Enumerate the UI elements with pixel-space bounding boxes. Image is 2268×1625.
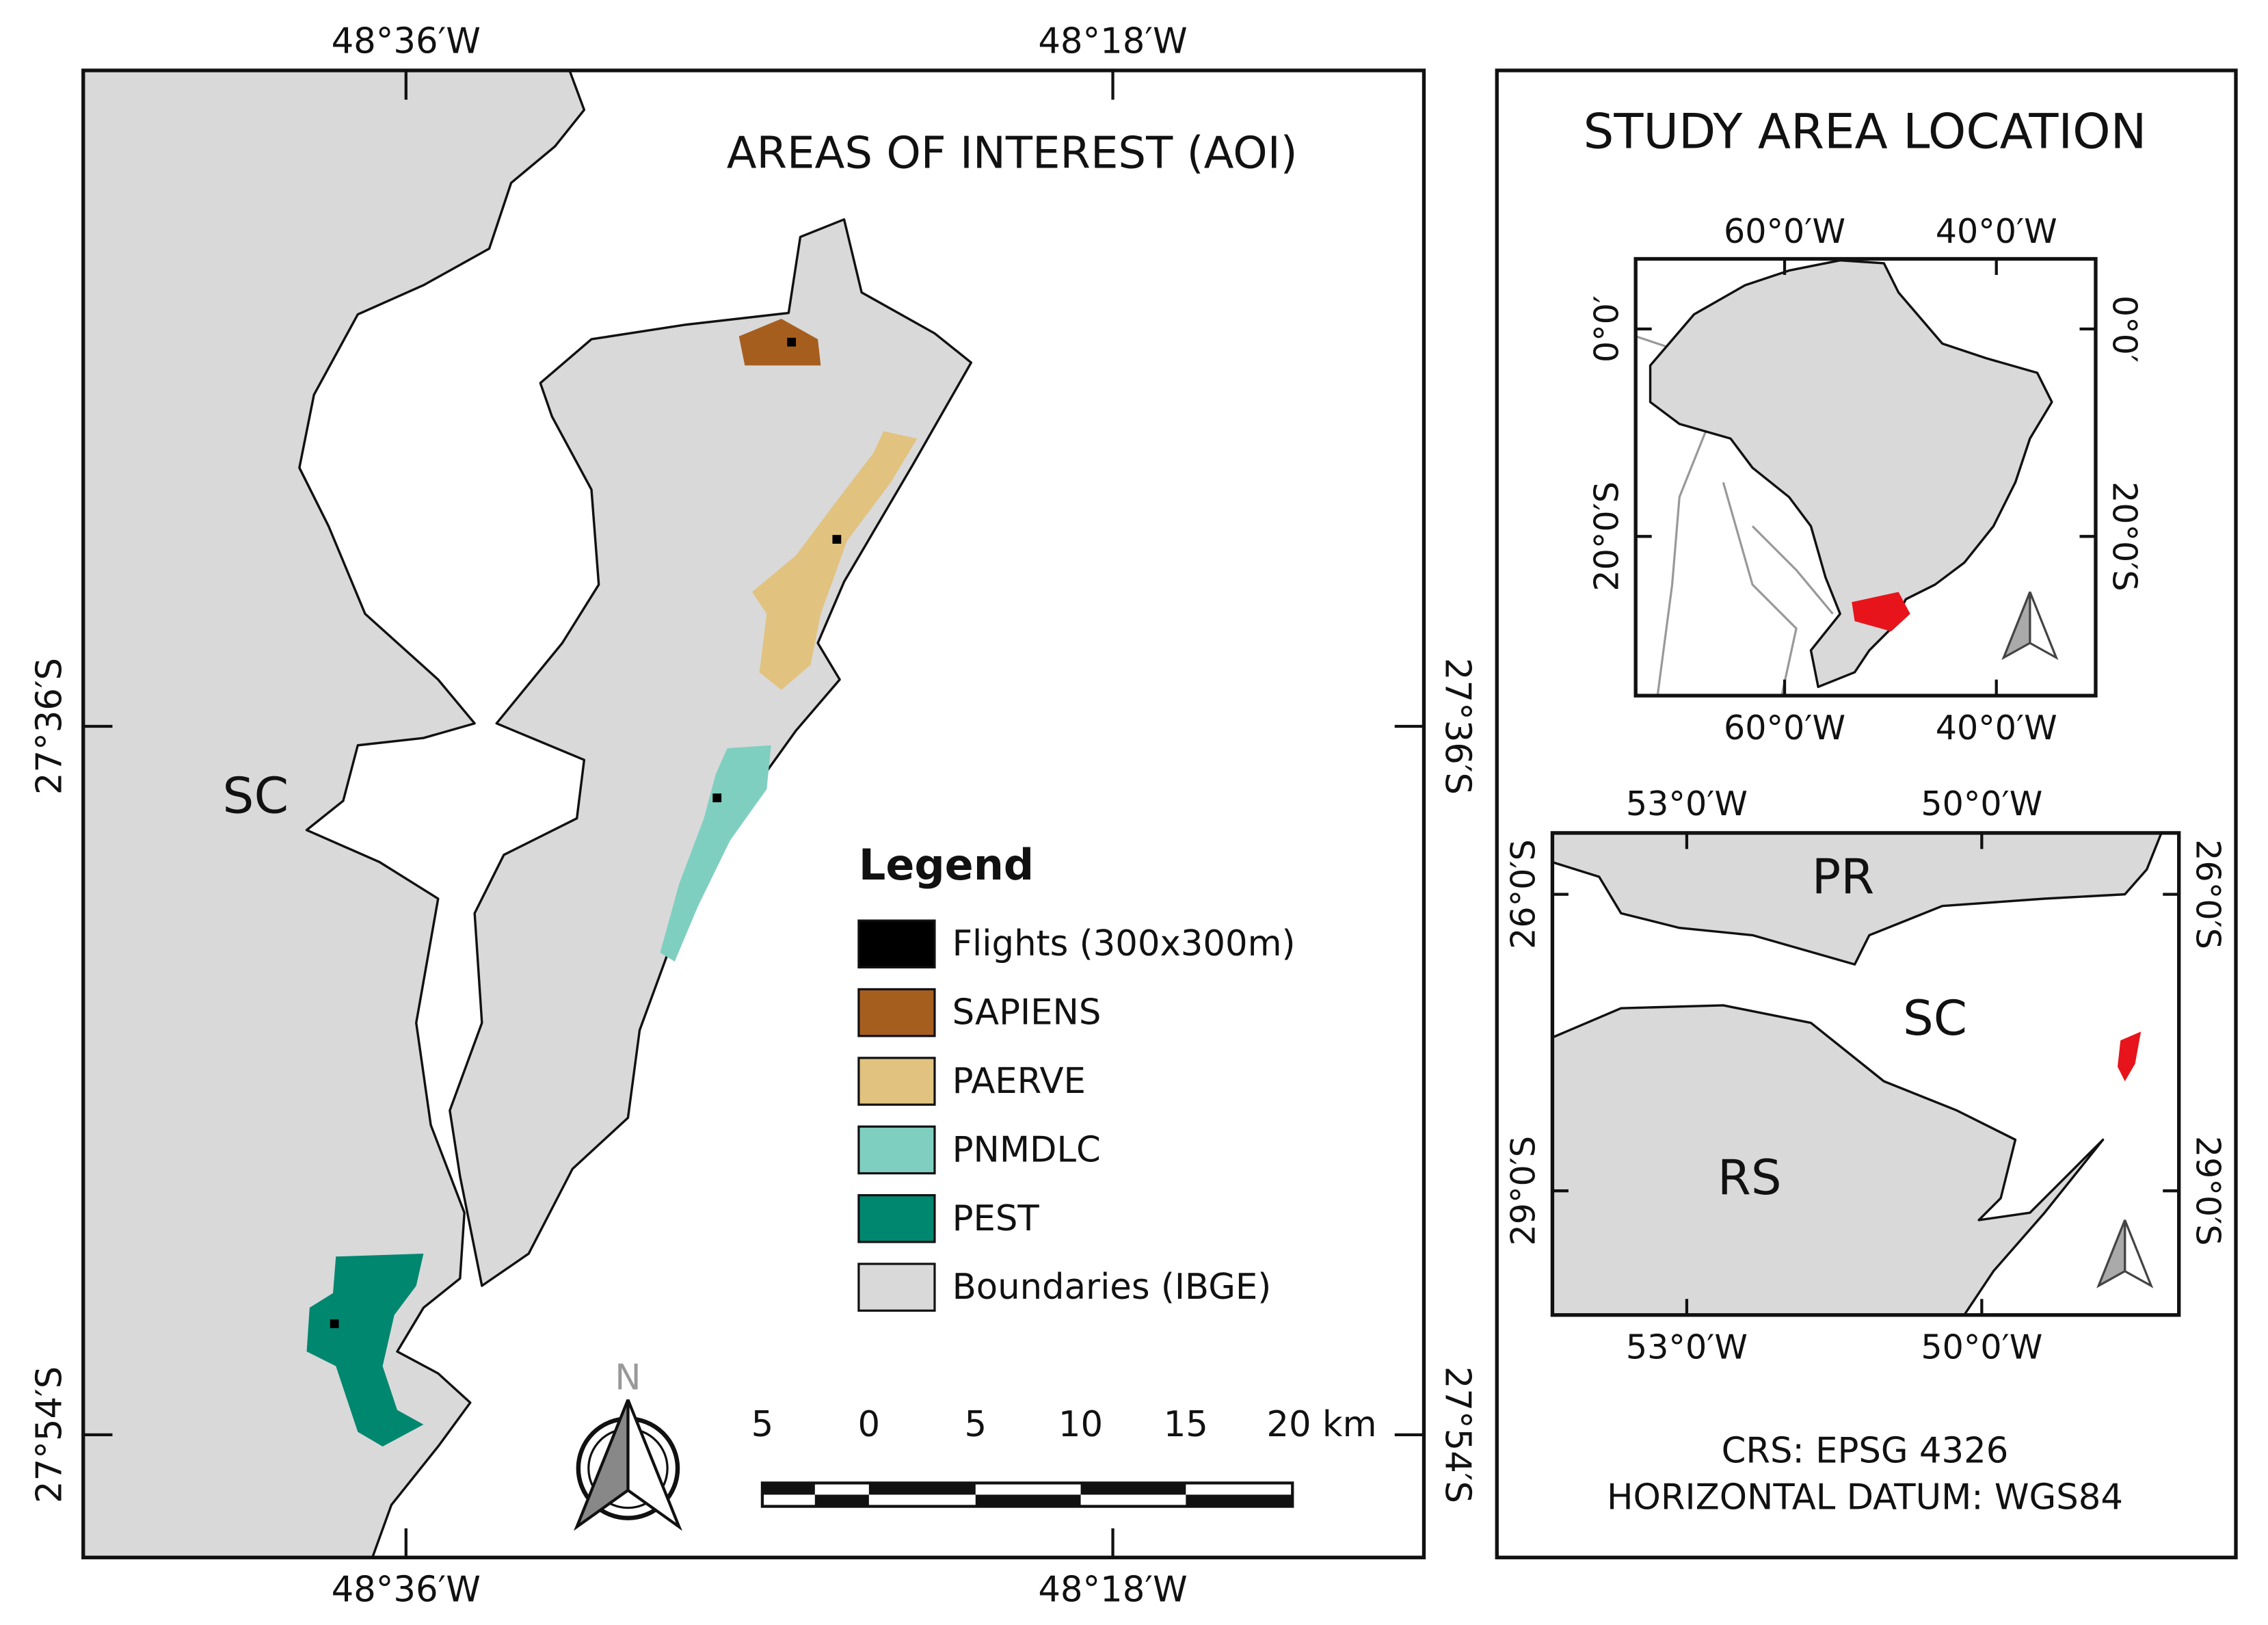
coord-label: 27°36′S xyxy=(29,658,70,795)
coord-label: 20°0′S xyxy=(2105,481,2145,592)
flight-markers xyxy=(330,337,842,1328)
scale-label: 5 xyxy=(964,1404,987,1445)
place-label: SC xyxy=(222,768,289,825)
legend-label: PAERVE xyxy=(952,1061,1086,1102)
region-label: SC xyxy=(1903,990,1967,1046)
pest-area xyxy=(306,1254,424,1446)
coord-label: 50°0′W xyxy=(1921,784,2042,823)
crs-label: CRS: EPSG 4326 xyxy=(1722,1430,2009,1471)
coord-label: 40°0′W xyxy=(1936,211,2057,251)
scale-label: 10 xyxy=(1058,1404,1103,1445)
coord-label: 20°0′S xyxy=(1586,481,1626,592)
coord-label: 60°0′W xyxy=(1724,708,1845,748)
legend-swatch xyxy=(857,1125,936,1175)
coord-label: 27°36′S xyxy=(1437,658,1478,795)
legend-swatch xyxy=(857,988,936,1038)
coord-label: 48°18′W xyxy=(1038,21,1187,62)
scale-label: 0 xyxy=(858,1404,881,1445)
coord-label: 0°0′ xyxy=(2105,295,2145,362)
legend-swatch xyxy=(857,1057,936,1106)
datum-label: HORIZONTAL DATUM: WGS84 xyxy=(1607,1477,2123,1518)
legend-swatch xyxy=(857,919,936,969)
coord-label: 0°0′ xyxy=(1586,295,1626,362)
map-title: AREAS OF INTEREST (AOI) xyxy=(727,129,1298,179)
legend-swatch xyxy=(857,1193,936,1243)
coord-label: 27°54′S xyxy=(29,1366,70,1503)
state-inset xyxy=(1550,831,2181,1317)
legend-title: Legend xyxy=(859,841,1034,890)
coord-label: 29°0′S xyxy=(1504,1136,1543,1246)
coord-label: 60°0′W xyxy=(1724,211,1845,251)
coord-label: 48°36′W xyxy=(332,1569,481,1610)
panel-frame xyxy=(1495,68,2238,1559)
coord-label: 48°36′W xyxy=(332,21,481,62)
region-label: PR xyxy=(1812,849,1874,905)
mainland xyxy=(82,69,586,1559)
brazil-inset xyxy=(1633,256,2098,698)
map-frame xyxy=(81,68,1426,1559)
coord-label: 29°0′S xyxy=(2188,1136,2228,1246)
north-arrow: N xyxy=(573,1358,682,1531)
coord-label: 53°0′W xyxy=(1626,1327,1748,1367)
pnmdlc-area xyxy=(660,745,771,962)
legend-label: Boundaries (IBGE) xyxy=(952,1267,1272,1308)
legend-label: Flights (300x300m) xyxy=(952,923,1296,964)
coord-label: 26°0′S xyxy=(1504,839,1543,949)
coord-label: 27°54′S xyxy=(1437,1366,1478,1503)
sapiens-area xyxy=(738,319,821,366)
main-map: AREAS OF INTEREST (AOI) SC Legend N xyxy=(81,68,1426,1559)
north-label: N xyxy=(615,1358,641,1399)
panel-title: STUDY AREA LOCATION xyxy=(1584,104,2147,160)
paerve-area xyxy=(751,431,918,690)
legend-label: SAPIENS xyxy=(952,992,1102,1033)
scale-label: 20 km xyxy=(1266,1404,1376,1445)
scale-bar xyxy=(760,1481,1294,1508)
coord-label: 40°0′W xyxy=(1936,708,2057,748)
coord-label: 48°18′W xyxy=(1038,1569,1187,1610)
coord-label: 53°0′W xyxy=(1626,784,1748,823)
region-label: RS xyxy=(1718,1150,1782,1206)
scale-label: 5 xyxy=(751,1404,774,1445)
legend-label: PNMDLC xyxy=(952,1129,1101,1170)
legend-label: PEST xyxy=(952,1198,1040,1239)
coord-label: 26°0′S xyxy=(2188,839,2228,949)
location-panel: STUDY AREA LOCATION CRS: EPSG 4326 HORIZ… xyxy=(1495,68,2238,1559)
coord-label: 50°0′W xyxy=(1921,1327,2042,1367)
legend-swatch xyxy=(857,1263,936,1312)
scale-label: 15 xyxy=(1164,1404,1208,1445)
